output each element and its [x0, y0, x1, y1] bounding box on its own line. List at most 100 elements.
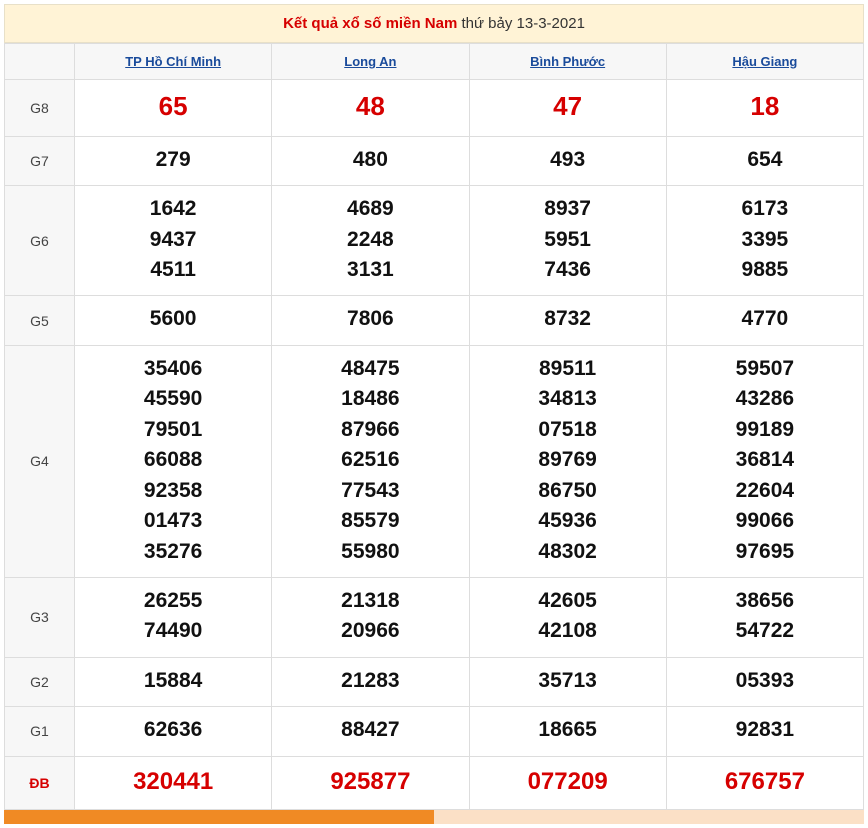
value-cell: 925877: [272, 756, 469, 810]
lottery-number: 4689: [272, 194, 468, 224]
value-cell: 617333959885: [666, 186, 863, 296]
table-row: G435406455907950166088923580147335276484…: [5, 345, 864, 577]
value-cell: 59507432869918936814226049906697695: [666, 345, 863, 577]
lottery-number: 2248: [272, 225, 468, 255]
lottery-number: 4770: [667, 304, 863, 334]
lottery-number: 07518: [470, 415, 666, 445]
lottery-number: 99066: [667, 506, 863, 536]
value-cell: 893759517436: [469, 186, 666, 296]
value-cell: 4260542108: [469, 577, 666, 657]
lottery-number: 87966: [272, 415, 468, 445]
lottery-number: 18: [667, 88, 863, 126]
results-table: TP Hồ Chí Minh Long An Bình Phước Hậu Gi…: [4, 43, 864, 810]
value-cell: 18665: [469, 707, 666, 756]
lottery-number: 48475: [272, 354, 468, 384]
province-header[interactable]: Bình Phước: [469, 44, 666, 80]
row-label: G8: [5, 80, 75, 137]
lottery-number: 99189: [667, 415, 863, 445]
title-rest: thứ bảy 13-3-2021: [457, 15, 585, 32]
lottery-number: 654: [667, 145, 863, 175]
lottery-number: 21318: [272, 586, 468, 616]
lottery-number: 54722: [667, 616, 863, 646]
value-cell: 5600: [75, 296, 272, 345]
lottery-number: 8732: [470, 304, 666, 334]
lottery-number: 92831: [667, 715, 863, 745]
lottery-number: 47: [470, 88, 666, 126]
table-row: G326255744902131820966426054210838656547…: [5, 577, 864, 657]
lottery-number: 3131: [272, 255, 468, 285]
lottery-number: 18486: [272, 384, 468, 414]
value-cell: 077209: [469, 756, 666, 810]
value-cell: 88427: [272, 707, 469, 756]
value-cell: 2131820966: [272, 577, 469, 657]
value-cell: 654: [666, 136, 863, 185]
value-cell: 65: [75, 80, 272, 137]
lottery-number: 42605: [470, 586, 666, 616]
lottery-number: 36814: [667, 445, 863, 475]
lottery-number: 35406: [75, 354, 271, 384]
lottery-number: 85579: [272, 506, 468, 536]
lottery-number: 22604: [667, 476, 863, 506]
row-label: G2: [5, 657, 75, 706]
row-label: G4: [5, 345, 75, 577]
strip-segment: [434, 810, 864, 824]
lottery-number: 05393: [667, 666, 863, 696]
lottery-number: 66088: [75, 445, 271, 475]
lottery-number: 65: [75, 88, 271, 126]
value-cell: 47: [469, 80, 666, 137]
lottery-number: 35713: [470, 666, 666, 696]
row-label: G7: [5, 136, 75, 185]
value-cell: 62636: [75, 707, 272, 756]
lottery-number: 5951: [470, 225, 666, 255]
lottery-number: 5600: [75, 304, 271, 334]
value-cell: 480: [272, 136, 469, 185]
value-cell: 3865654722: [666, 577, 863, 657]
lottery-number: 89511: [470, 354, 666, 384]
strip-segment: [4, 810, 434, 824]
lottery-number: 925877: [272, 765, 468, 800]
value-cell: 2625574490: [75, 577, 272, 657]
value-cell: 48475184868796662516775438557955980: [272, 345, 469, 577]
lottery-number: 92358: [75, 476, 271, 506]
lottery-number: 62636: [75, 715, 271, 745]
lottery-number: 62516: [272, 445, 468, 475]
lottery-number: 55980: [272, 537, 468, 567]
value-cell: 320441: [75, 756, 272, 810]
lottery-number: 20966: [272, 616, 468, 646]
lottery-number: 493: [470, 145, 666, 175]
value-cell: 164294374511: [75, 186, 272, 296]
row-label: ĐB: [5, 756, 75, 810]
value-cell: 05393: [666, 657, 863, 706]
lottery-number: 3395: [667, 225, 863, 255]
row-label: G6: [5, 186, 75, 296]
value-cell: 21283: [272, 657, 469, 706]
lottery-number: 7436: [470, 255, 666, 285]
lottery-number: 01473: [75, 506, 271, 536]
lottery-number: 97695: [667, 537, 863, 567]
lottery-number: 9437: [75, 225, 271, 255]
lottery-number: 26255: [75, 586, 271, 616]
lottery-number: 077209: [470, 765, 666, 800]
province-header[interactable]: Long An: [272, 44, 469, 80]
lottery-number: 7806: [272, 304, 468, 334]
value-cell: 279: [75, 136, 272, 185]
value-cell: 8732: [469, 296, 666, 345]
lottery-number: 45590: [75, 384, 271, 414]
value-cell: 89511348130751889769867504593648302: [469, 345, 666, 577]
lottery-number: 8937: [470, 194, 666, 224]
row-label: G3: [5, 577, 75, 657]
lottery-number: 38656: [667, 586, 863, 616]
lottery-number: 59507: [667, 354, 863, 384]
province-header[interactable]: TP Hồ Chí Minh: [75, 44, 272, 80]
value-cell: 92831: [666, 707, 863, 756]
row-label: G1: [5, 707, 75, 756]
header-row: TP Hồ Chí Minh Long An Bình Phước Hậu Gi…: [5, 44, 864, 80]
row-label: G5: [5, 296, 75, 345]
lottery-number: 89769: [470, 445, 666, 475]
lottery-number: 6173: [667, 194, 863, 224]
value-cell: 18: [666, 80, 863, 137]
lottery-number: 676757: [667, 765, 863, 800]
province-header[interactable]: Hậu Giang: [666, 44, 863, 80]
value-cell: 4770: [666, 296, 863, 345]
value-cell: 468922483131: [272, 186, 469, 296]
